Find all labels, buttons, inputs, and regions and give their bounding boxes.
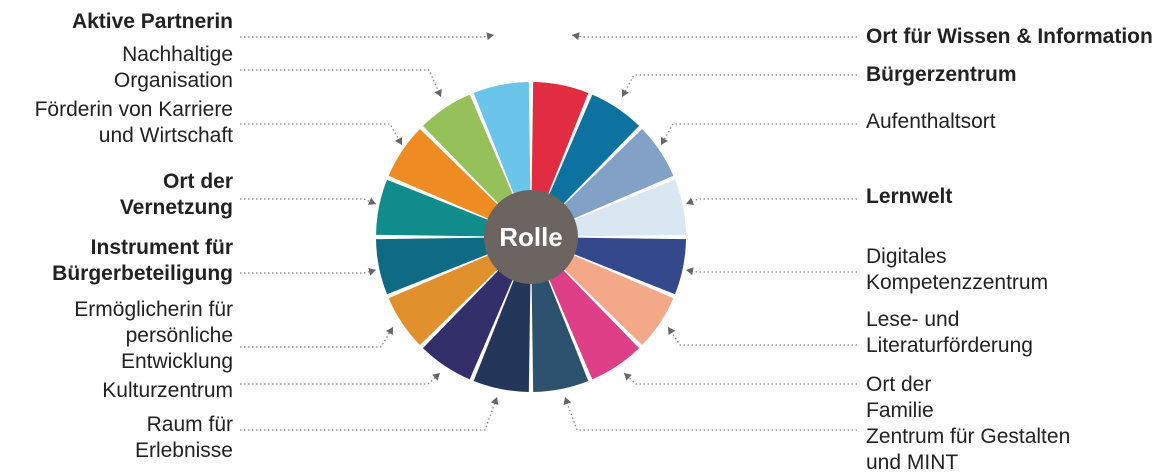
connector-zentrum-fur-gestalten-mint <box>564 396 857 431</box>
label-line: Literaturförderung <box>866 334 1033 357</box>
label-lernwelt: Lernwelt <box>866 184 952 210</box>
arrowhead-raum-fur-erlebnisse <box>490 397 499 405</box>
segment-ort-der-familie <box>548 268 640 380</box>
connector-digitales-kompetenzzentrum <box>685 269 857 273</box>
arrowhead-ort-der-familie <box>624 373 632 381</box>
label-line: Lernwelt <box>866 185 953 208</box>
arrowhead-ort-der-vernetzung <box>368 197 376 205</box>
arrowhead-aktive-partnerin <box>486 32 494 41</box>
label-line: Lese- und <box>866 308 960 331</box>
label-line: Instrument für <box>90 236 233 259</box>
connector-instrument-burgerbeteiligung <box>240 269 377 274</box>
center-label: Rolle <box>499 222 563 252</box>
label-line: Zentrum für Gestalten <box>866 425 1071 448</box>
label-ort-fur-wissen-information: Ort für Wissen & Information <box>866 24 1153 50</box>
connector-raum-fur-erlebnisse <box>240 396 498 431</box>
segment-zentrum-fur-gestalten-mint <box>531 277 589 392</box>
label-line: Nachhaltige <box>122 43 233 66</box>
label-line: und Wirtschaft <box>98 124 233 147</box>
arrowhead-burgerzentrum <box>621 88 629 97</box>
arrowhead-nachhaltige-organisation <box>434 88 442 97</box>
label-line: Digitales <box>866 245 947 268</box>
connector-lernwelt <box>685 198 857 205</box>
connector-forderin-karriere <box>240 123 403 146</box>
segment-nachhaltige-organisation <box>422 94 514 206</box>
wheel-center: Rolle <box>484 190 578 284</box>
arrowhead-lese-und-literaturforderung <box>668 327 676 336</box>
center-circle <box>484 190 578 284</box>
label-raum-fur-erlebnisse: Raum für Erlebnisse <box>135 412 233 464</box>
connector-aktive-partnerin <box>240 34 495 38</box>
segment-forderin-karriere <box>388 128 500 220</box>
label-line: Ort der <box>866 373 932 396</box>
label-line: Entwicklung <box>120 350 233 373</box>
arrowhead-ermoglicherin <box>385 327 393 336</box>
arrowhead-kulturzentrum <box>432 373 440 381</box>
label-aktive-partnerin: Aktive Partnerin <box>72 9 233 35</box>
segment-ort-der-vernetzung <box>376 179 491 237</box>
label-nachhaltige-organisation: Nachhaltige Organisation <box>114 42 233 94</box>
label-burgerzentrum: Bürgerzentrum <box>866 62 1017 88</box>
segment-ort-fur-wissen-information <box>531 82 589 197</box>
segment-lernwelt <box>571 179 686 237</box>
label-line: Ort der <box>162 170 233 193</box>
connector-nachhaltige-organisation <box>240 69 442 98</box>
arrowhead-ort-fur-wissen-information <box>572 32 580 41</box>
connector-burgerzentrum <box>621 74 857 98</box>
label-line: Vernetzung <box>119 196 233 219</box>
label-line: Familie <box>866 399 934 422</box>
connector-ort-der-vernetzung <box>240 198 377 205</box>
connector-aufenthaltsort <box>660 123 857 146</box>
segment-kulturzentrum <box>422 268 514 380</box>
label-line: Kompetenzzentrum <box>866 271 1049 294</box>
label-zentrum-fur-gestalten-mint: Zentrum für Gestalten und MINT <box>866 424 1070 476</box>
label-ort-der-familie: Ort der Familie <box>866 372 934 424</box>
label-line: Raum für <box>146 413 233 436</box>
label-ort-der-vernetzung: Ort der Vernetzung <box>120 169 233 221</box>
label-digitales-kompetenzzentrum: Digitales Kompetenzzentrum <box>866 244 1048 296</box>
arrowhead-instrument-burgerbeteiligung <box>368 267 376 276</box>
segment-burgerzentrum <box>548 94 640 206</box>
label-line: und MINT <box>866 451 959 474</box>
connector-ort-fur-wissen-information <box>571 34 857 38</box>
segment-instrument-burgerbeteiligung <box>376 237 491 295</box>
label-line: Organisation <box>113 69 233 92</box>
label-line: Förderin von Karriere <box>34 98 233 121</box>
arrowhead-lernwelt <box>686 197 694 205</box>
connector-ort-der-familie <box>623 372 857 385</box>
label-instrument-burgerbeteiligung: Instrument für Bürgerbeteiligung <box>52 235 233 287</box>
connector-lese-und-literaturforderung <box>667 326 857 346</box>
arrowhead-forderin-karriere <box>395 136 402 145</box>
label-lese-und-literaturforderung: Lese- und Literaturförderung <box>866 307 1033 359</box>
segment-digitales-kompetenzzentrum <box>571 237 686 295</box>
label-line: Erlebnisse <box>134 439 233 462</box>
segment-raum-fur-erlebnisse <box>473 277 531 392</box>
connector-kulturzentrum <box>240 372 441 385</box>
label-ermoglicherin: Ermöglicherin für persönliche Entwicklung <box>74 297 233 375</box>
label-line: Bürgerbeteiligung <box>52 262 233 285</box>
label-line: Ort für Wissen & Information <box>866 25 1153 48</box>
connector-ermoglicherin <box>240 326 394 348</box>
label-forderin-karriere: Förderin von Karriere und Wirtschaft <box>35 97 233 149</box>
arrowhead-digitales-kompetenzzentrum <box>686 267 694 276</box>
segment-aufenthaltsort <box>562 128 674 220</box>
arrowhead-aufenthaltsort <box>661 136 668 145</box>
segment-ermoglicherin <box>388 254 500 346</box>
wheel-segments <box>376 82 686 392</box>
segment-lese-und-literaturforderung <box>562 254 674 346</box>
label-line: Aktive Partnerin <box>71 10 233 33</box>
arrowhead-zentrum-fur-gestalten-mint <box>563 397 572 405</box>
label-kulturzentrum: Kulturzentrum <box>102 378 233 404</box>
label-line: persönliche <box>125 324 233 347</box>
label-line: Bürgerzentrum <box>866 63 1017 86</box>
connector-lines <box>240 32 857 431</box>
label-line: Ermöglicherin für <box>74 298 233 321</box>
label-line: Aufenthaltsort <box>866 110 996 133</box>
label-line: Kulturzentrum <box>102 379 233 402</box>
label-aufenthaltsort: Aufenthaltsort <box>866 109 996 135</box>
segment-aktive-partnerin <box>473 82 531 197</box>
